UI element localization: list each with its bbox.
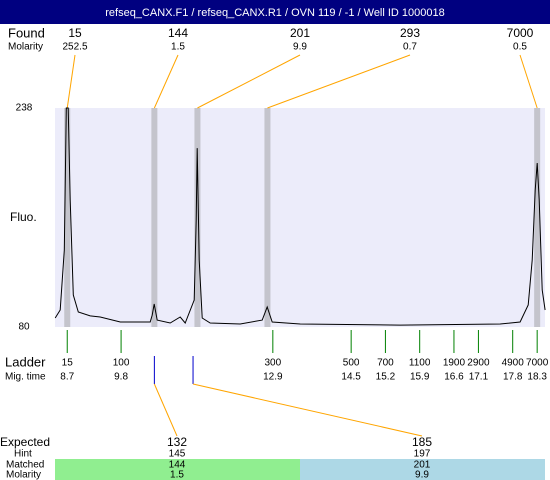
ladder-size: 100 bbox=[113, 358, 130, 369]
found-size: 7000 bbox=[507, 26, 534, 40]
ladder-time: 15.2 bbox=[376, 372, 396, 383]
ladder-time: 16.6 bbox=[444, 372, 464, 383]
expected-size: 185 bbox=[412, 435, 432, 449]
hint-label: Hint bbox=[14, 449, 32, 460]
expected-matched: 201 bbox=[414, 460, 431, 471]
found-size: 201 bbox=[290, 26, 310, 40]
ladder-time: 15.9 bbox=[410, 372, 430, 383]
expected-connector bbox=[192, 383, 423, 437]
expected-hint: 197 bbox=[414, 449, 431, 460]
expected-molarity: 1.5 bbox=[170, 470, 184, 480]
peak-connector bbox=[267, 54, 411, 109]
ladder-size: 700 bbox=[377, 358, 394, 369]
ladder-time: 14.5 bbox=[341, 372, 361, 383]
trace bbox=[54, 107, 546, 326]
peak-connector bbox=[519, 54, 538, 109]
peak-band bbox=[194, 108, 201, 327]
title-bar bbox=[0, 0, 550, 24]
matched-cell bbox=[300, 459, 545, 480]
ladder-label: Ladder bbox=[5, 354, 46, 369]
peak-band bbox=[264, 108, 271, 327]
ladder-size: 300 bbox=[264, 358, 281, 369]
expected-hint: 145 bbox=[169, 449, 186, 460]
found-molarity: 0.5 bbox=[513, 42, 527, 53]
found-molarity: 0.7 bbox=[403, 42, 417, 53]
expected-molarity: 9.9 bbox=[415, 470, 429, 480]
found-label: Found bbox=[8, 25, 45, 40]
found-molarity: 9.9 bbox=[293, 42, 307, 53]
title: refseq_CANX.F1 / refseq_CANX.R1 / OVN 11… bbox=[105, 7, 445, 19]
peak-band bbox=[534, 108, 541, 327]
matched-cell bbox=[55, 459, 300, 480]
mig-time-label: Mig. time bbox=[5, 372, 46, 383]
found-size: 144 bbox=[168, 26, 188, 40]
y-tick-label: 238 bbox=[16, 103, 33, 114]
expected-size: 132 bbox=[167, 435, 187, 449]
peak-band bbox=[64, 108, 71, 327]
ladder-time: 8.7 bbox=[60, 372, 74, 383]
peak-connector bbox=[66, 54, 76, 109]
ladder-time: 18.3 bbox=[527, 372, 547, 383]
ladder-time: 17.1 bbox=[469, 372, 489, 383]
ladder-size: 1100 bbox=[409, 358, 431, 369]
ladder-size: 500 bbox=[343, 358, 360, 369]
peak-connector bbox=[153, 54, 179, 109]
found-molarity: 1.5 bbox=[171, 42, 185, 53]
expected-connector bbox=[153, 383, 178, 437]
molarity-row-label: Molarity bbox=[6, 470, 41, 480]
ladder-size: 15 bbox=[62, 358, 74, 369]
y-axis-label: Fluo. bbox=[10, 210, 37, 224]
ladder-size: 7000 bbox=[526, 358, 549, 369]
molarity-label: Molarity bbox=[8, 42, 43, 53]
plot-area bbox=[55, 108, 545, 327]
found-size: 293 bbox=[400, 26, 420, 40]
peak-connector bbox=[197, 54, 301, 109]
ladder-size: 1900 bbox=[443, 358, 466, 369]
found-molarity: 252.5 bbox=[62, 42, 87, 53]
ladder-time: 17.8 bbox=[503, 372, 523, 383]
ladder-size: 2900 bbox=[467, 358, 490, 369]
ladder-size: 4900 bbox=[502, 358, 525, 369]
expected-label: Expected bbox=[0, 435, 50, 449]
found-size: 15 bbox=[68, 26, 82, 40]
ladder-time: 12.9 bbox=[263, 372, 283, 383]
matched-label: Matched bbox=[6, 460, 44, 471]
expected-matched: 144 bbox=[169, 460, 186, 471]
peak-band bbox=[151, 108, 158, 327]
ladder-time: 9.8 bbox=[114, 372, 128, 383]
y-tick-label: 80 bbox=[18, 322, 30, 333]
